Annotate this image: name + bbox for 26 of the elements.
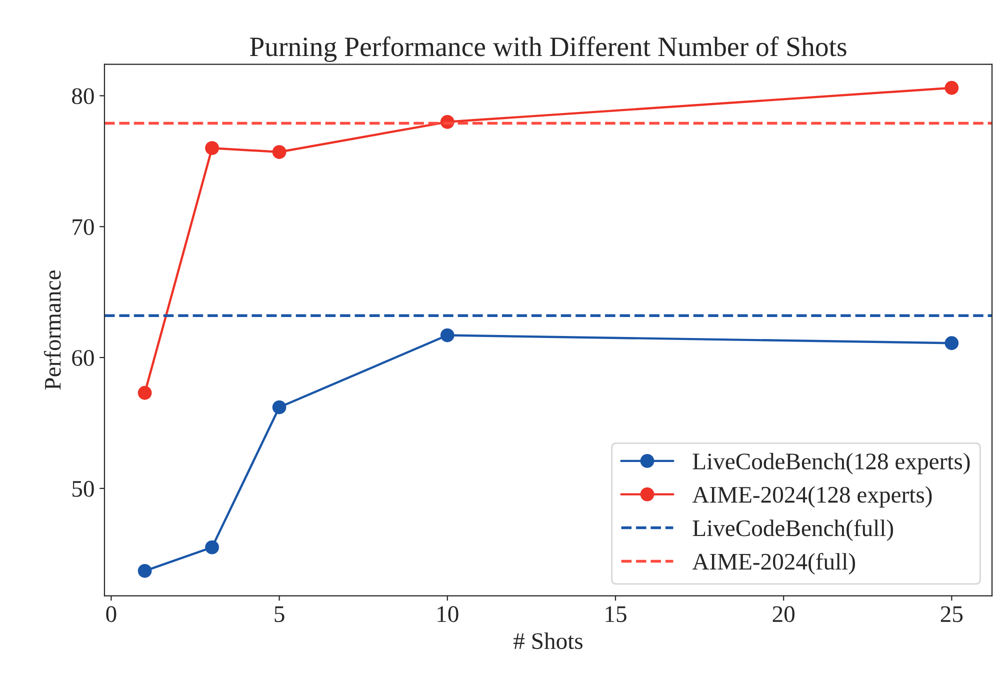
- legend-label: LiveCodeBench(full): [692, 519, 894, 542]
- chart-title: Purning Performance with Different Number of Shots: [250, 36, 846, 62]
- point: [138, 386, 152, 400]
- y-axis-title: Performance: [44, 270, 61, 390]
- point: [138, 564, 152, 578]
- x-tick-label: 10: [438, 606, 458, 622]
- x-tick-label: 25: [940, 606, 963, 622]
- y-tick-label: 50: [72, 480, 94, 497]
- point: [440, 328, 454, 342]
- y-tick-label: 70: [72, 219, 94, 236]
- x-axis-title: # Shots: [514, 632, 582, 650]
- legend-label: AIME-2024(full): [692, 552, 855, 575]
- x-tick-label: 5: [274, 606, 284, 622]
- x-tick-label: 20: [772, 606, 794, 622]
- point: [205, 141, 219, 156]
- point: [272, 400, 286, 414]
- point: [944, 80, 959, 95]
- x-tick-label: 15: [606, 606, 626, 622]
- point: [272, 145, 286, 159]
- point: [944, 336, 959, 350]
- y-tick-label: 60: [72, 350, 94, 366]
- legend-label: AIME-2024(128 experts): [692, 486, 932, 508]
- point: [205, 540, 219, 554]
- x-tick-label: 0: [106, 606, 116, 622]
- legend-label: LiveCodeBench(128 experts): [692, 452, 970, 474]
- y-tick-label: 80: [72, 88, 94, 104]
